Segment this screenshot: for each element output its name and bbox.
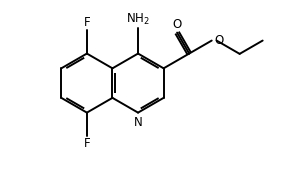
Text: F: F [83, 16, 90, 29]
Text: O: O [215, 34, 224, 47]
Text: F: F [83, 137, 90, 150]
Text: O: O [172, 18, 182, 31]
Text: N: N [134, 116, 142, 129]
Text: NH$_2$: NH$_2$ [126, 12, 150, 27]
